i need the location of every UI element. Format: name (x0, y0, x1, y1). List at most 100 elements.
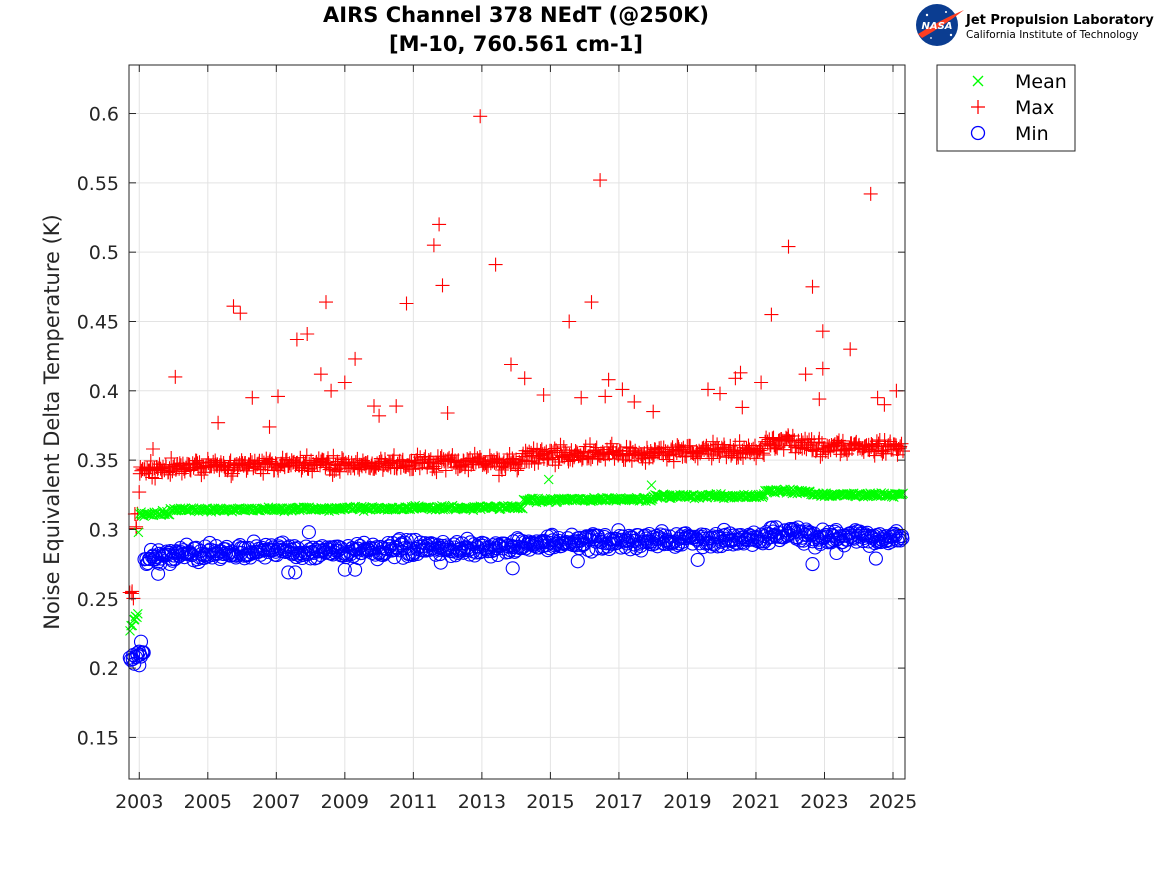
max-point (218, 462, 233, 477)
max-point (423, 452, 438, 467)
min-point (615, 529, 630, 544)
max-point (233, 306, 248, 321)
max-point (432, 217, 447, 232)
mean-point (896, 489, 906, 500)
max-point (547, 441, 562, 456)
max-point (733, 365, 748, 380)
max-point (289, 332, 304, 347)
x-tick-label: 2003 (115, 791, 163, 813)
min-point (805, 557, 820, 572)
max-point (548, 458, 563, 473)
max-point (488, 257, 503, 272)
mean-point (366, 504, 376, 515)
max-point (271, 389, 285, 404)
series-max (122, 109, 910, 606)
max-point (337, 375, 352, 390)
mean-point (517, 503, 528, 514)
legend-marker-mean (972, 75, 984, 87)
y-tick-label: 0.6 (89, 104, 119, 126)
x-tick-label: 2011 (389, 791, 437, 813)
y-tick-label: 0.2 (89, 658, 119, 680)
max-point (615, 382, 630, 397)
mean-point (132, 612, 142, 623)
max-point (387, 448, 401, 463)
chart-title-line-1: AIRS Channel 378 NEdT (@250K) (323, 3, 709, 27)
max-point (815, 324, 830, 339)
y-tick-label: 0.25 (77, 589, 119, 611)
max-point (646, 404, 661, 419)
max-point (473, 109, 488, 124)
max-point (601, 372, 616, 387)
max-point (168, 369, 183, 384)
max-point (666, 454, 681, 469)
mean-point (800, 486, 811, 497)
max-point (122, 585, 137, 600)
legend-box (936, 64, 1076, 152)
min-point (584, 544, 599, 559)
legend: Mean Max Min (936, 64, 1076, 152)
max-point (593, 173, 608, 188)
max-point (143, 454, 158, 468)
max-point (896, 444, 910, 459)
max-point (676, 440, 691, 455)
min-point (690, 552, 705, 567)
min-point (301, 525, 316, 540)
max-point (781, 239, 796, 254)
plot-frame (128, 64, 906, 780)
max-point (562, 314, 577, 329)
max-point (724, 448, 739, 463)
max-point (189, 453, 204, 468)
min-point (281, 565, 296, 580)
max-point (319, 295, 333, 310)
max-point (313, 367, 328, 382)
min-point (895, 531, 910, 546)
max-point (870, 390, 885, 405)
max-point (262, 454, 277, 469)
max-point (224, 469, 239, 484)
max-point (713, 386, 727, 401)
logo-name: Jet Propulsion Laboratory (965, 13, 1154, 28)
plot-area (129, 65, 905, 779)
x-tick-labels: 2003 2005 2007 2009 2011 2013 2015 2017 2019 2021… (115, 791, 917, 813)
max-point (472, 450, 487, 464)
logo-subtitle: California Institute of Technology (966, 29, 1138, 41)
min-point (433, 555, 448, 570)
mean-point (136, 507, 146, 517)
min-point (570, 554, 585, 569)
max-point (132, 485, 147, 500)
max-point (526, 441, 541, 456)
max-point (598, 389, 613, 404)
max-point (779, 430, 793, 445)
max-point (583, 452, 598, 467)
max-point (326, 448, 341, 463)
max-point (426, 238, 441, 253)
max-point (495, 463, 509, 477)
max-point (827, 437, 842, 452)
max-point (372, 408, 387, 423)
min-point (868, 551, 883, 566)
max-point (517, 371, 532, 386)
min-point (288, 565, 303, 580)
x-tick-label: 2007 (252, 791, 300, 813)
mean-point (646, 480, 657, 490)
y-tick-label: 0.55 (77, 173, 119, 195)
max-point (835, 433, 850, 448)
max-point (894, 436, 909, 451)
max-point (194, 468, 209, 483)
min-point (133, 634, 149, 649)
min-point (399, 532, 414, 548)
max-point (627, 394, 642, 409)
max-point (756, 446, 770, 461)
min-point (799, 522, 814, 537)
max-point (569, 445, 584, 460)
max-point (615, 447, 630, 462)
y-tick-label: 0.45 (77, 311, 119, 333)
max-point (890, 447, 905, 462)
min-point (151, 566, 166, 581)
max-point (211, 415, 226, 430)
max-point (574, 390, 589, 405)
max-point (770, 441, 785, 456)
min-point (505, 561, 520, 576)
max-point (877, 397, 892, 412)
x-tick-label: 2009 (321, 791, 369, 813)
